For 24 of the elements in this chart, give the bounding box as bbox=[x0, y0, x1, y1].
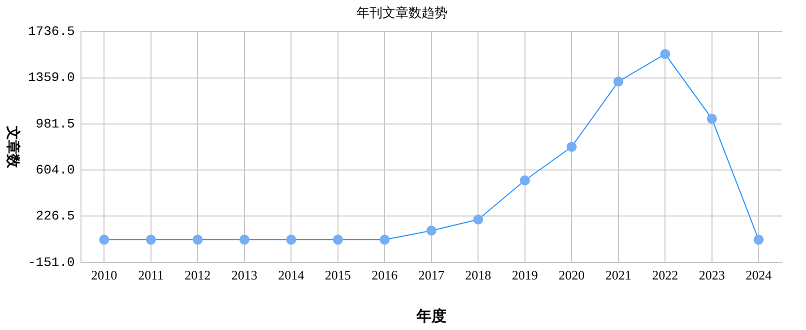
y-axis-title: 文章数 bbox=[4, 125, 22, 169]
x-tick-label: 2023 bbox=[698, 268, 725, 283]
x-tick-label: 2022 bbox=[652, 268, 678, 283]
y-tick-label: 981.5 bbox=[36, 116, 75, 132]
x-tick-label: 2024 bbox=[746, 268, 772, 283]
x-tick-label: 2011 bbox=[138, 268, 164, 283]
x-tick-label: 2019 bbox=[512, 268, 538, 283]
y-tick-label: 226.5 bbox=[36, 208, 75, 224]
x-tick-label: 2017 bbox=[418, 268, 445, 283]
x-tick-label: 2015 bbox=[324, 268, 351, 283]
y-tick-label: 1359.0 bbox=[28, 70, 75, 86]
x-tick-label: 2018 bbox=[465, 268, 492, 283]
x-tick-label: 2014 bbox=[278, 268, 305, 283]
x-tick-label: 2020 bbox=[558, 268, 585, 283]
x-tick-label: 2010 bbox=[91, 268, 118, 283]
x-tick-label: 2012 bbox=[184, 268, 211, 283]
chart-title: 年刊文章数趋势 bbox=[356, 5, 448, 20]
x-tick-label: 2016 bbox=[372, 268, 398, 283]
x-tick-label: 2021 bbox=[605, 268, 632, 283]
y-tick-label: 1736.5 bbox=[28, 24, 75, 40]
x-axis-title: 年度 bbox=[415, 306, 446, 325]
y-tick-label: -151.0 bbox=[28, 254, 75, 270]
x-tick-label: 2013 bbox=[231, 268, 258, 283]
y-tick-label: 604.0 bbox=[36, 162, 75, 178]
